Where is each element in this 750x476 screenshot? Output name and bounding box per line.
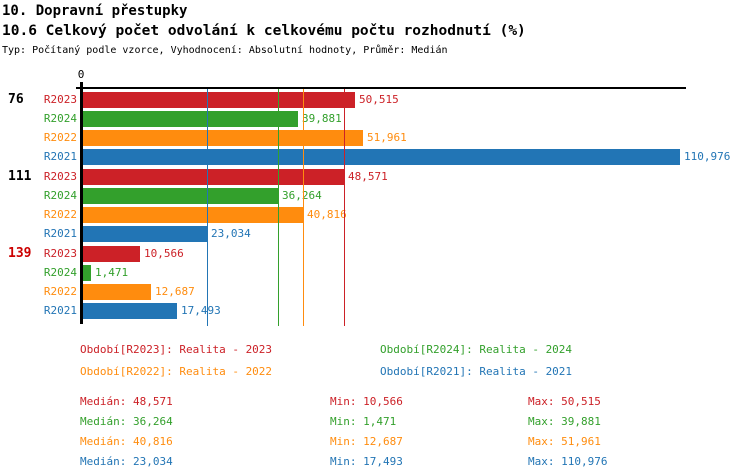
bar	[83, 169, 344, 185]
stat-max: Max: 39,881	[528, 415, 601, 428]
bar	[83, 149, 680, 165]
bar-value-label: 17,493	[181, 304, 221, 317]
stat-min: Min: 12,687	[330, 435, 403, 448]
bar	[83, 111, 298, 127]
stat-median: Medián: 36,264	[80, 415, 173, 428]
bar-value-label: 12,687	[155, 285, 195, 298]
median-line	[344, 88, 345, 326]
median-line	[278, 88, 279, 326]
x-axis-line	[76, 87, 686, 89]
series-row-label: R2021	[43, 304, 77, 317]
bar-value-label: 51,961	[367, 131, 407, 144]
bar	[83, 284, 151, 300]
page-title: 10. Dopravní přestupky	[2, 3, 188, 19]
legend-item: Období[R2024]: Realita - 2024	[380, 343, 573, 356]
series-row-label: R2023	[43, 247, 77, 260]
axis-zero-tick-label: 0	[77, 68, 85, 81]
bar	[83, 265, 91, 281]
series-row-label: R2021	[43, 227, 77, 240]
stat-median: Medián: 23,034	[80, 455, 173, 468]
legend-item: Období[R2022]: Realita - 2022	[80, 365, 273, 378]
series-row-label: R2022	[43, 131, 77, 144]
median-line	[303, 88, 304, 326]
stat-min: Min: 10,566	[330, 395, 403, 408]
series-row-label: R2024	[43, 266, 77, 279]
group-label: 139	[8, 246, 32, 261]
bar-value-label: 39,881	[302, 112, 342, 125]
bar-value-label: 23,034	[211, 227, 251, 240]
page-meta: Typ: Počítaný podle vzorce, Vyhodnocení:…	[2, 45, 448, 56]
bar-value-label: 48,571	[348, 170, 388, 183]
stat-max: Max: 50,515	[528, 395, 601, 408]
legend-item: Období[R2023]: Realita - 2023	[80, 343, 273, 356]
bar	[83, 226, 207, 242]
bar	[83, 92, 355, 108]
median-line	[207, 88, 208, 326]
page-subtitle: 10.6 Celkový počet odvolání k celkovému …	[2, 23, 526, 39]
stat-median: Medián: 40,816	[80, 435, 173, 448]
bar	[83, 246, 140, 262]
group-label: 111	[8, 169, 32, 184]
bar-value-label: 110,976	[684, 150, 731, 163]
stat-max: Max: 110,976	[528, 455, 608, 468]
bar	[83, 303, 177, 319]
group-label: 76	[8, 92, 24, 107]
bar	[83, 188, 278, 204]
series-row-label: R2021	[43, 150, 77, 163]
bar-chart: 0 76 R2023 50,515 R2024 39,881 R2022 51,961 R20…	[8, 68, 731, 326]
stat-min: Min: 1,471	[330, 415, 397, 428]
series-row-label: R2022	[43, 208, 77, 221]
series-row-label: R2023	[43, 93, 77, 106]
bar-value-label: 36,264	[282, 189, 322, 202]
bar	[83, 207, 303, 223]
stat-median: Medián: 48,571	[80, 395, 173, 408]
series-row-label: R2022	[43, 285, 77, 298]
bar-value-label: 1,471	[95, 266, 129, 279]
bar-value-label: 10,566	[144, 247, 184, 260]
series-row-label: R2023	[43, 170, 77, 183]
stat-max: Max: 51,961	[528, 435, 601, 448]
stat-min: Min: 17,493	[330, 455, 403, 468]
bar-value-label: 40,816	[307, 208, 347, 221]
series-row-label: R2024	[43, 189, 77, 202]
y-axis-line	[80, 82, 83, 324]
bar-value-label: 50,515	[359, 93, 399, 106]
legend-item: Období[R2021]: Realita - 2021	[380, 365, 573, 378]
series-row-label: R2024	[43, 112, 77, 125]
bar	[83, 130, 363, 146]
